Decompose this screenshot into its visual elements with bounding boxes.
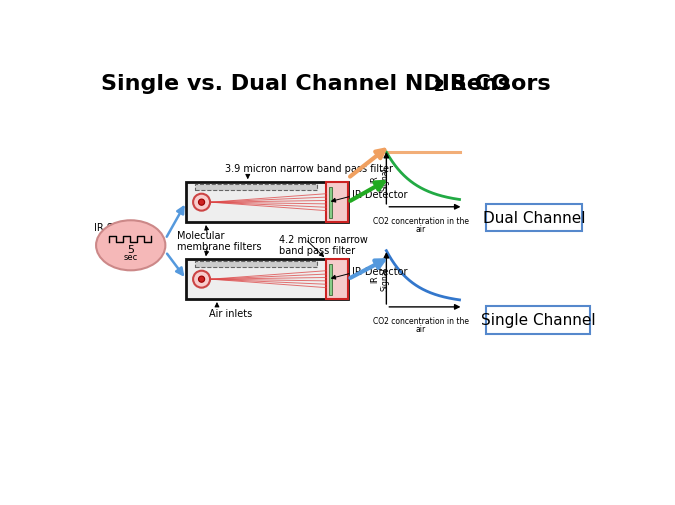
Circle shape bbox=[193, 194, 210, 211]
Text: Single Channel: Single Channel bbox=[481, 313, 595, 328]
Text: IR Detector: IR Detector bbox=[352, 190, 407, 200]
Bar bbox=[326, 260, 348, 299]
Bar bbox=[195, 261, 317, 267]
Bar bbox=[195, 184, 317, 190]
Text: IR Detector: IR Detector bbox=[352, 267, 407, 277]
FancyBboxPatch shape bbox=[487, 307, 590, 334]
Text: IR
Signal: IR Signal bbox=[371, 167, 390, 191]
Bar bbox=[329, 264, 333, 295]
Ellipse shape bbox=[96, 221, 165, 271]
Text: Sensors: Sensors bbox=[443, 74, 550, 93]
Bar bbox=[186, 183, 348, 223]
Text: air: air bbox=[416, 224, 426, 233]
Circle shape bbox=[193, 271, 210, 288]
Bar bbox=[186, 260, 348, 299]
Text: Single vs. Dual Channel NDIR CO: Single vs. Dual Channel NDIR CO bbox=[101, 74, 510, 93]
Text: 5: 5 bbox=[127, 244, 134, 255]
Text: IR
Signal: IR Signal bbox=[371, 267, 390, 291]
Circle shape bbox=[198, 199, 205, 206]
Text: 2: 2 bbox=[433, 79, 444, 94]
FancyBboxPatch shape bbox=[487, 205, 582, 232]
Text: 3.9 micron narrow band pass filter: 3.9 micron narrow band pass filter bbox=[225, 164, 393, 174]
Circle shape bbox=[198, 277, 205, 283]
Text: CO2 concentration in the: CO2 concentration in the bbox=[373, 217, 469, 226]
Text: Dual Channel: Dual Channel bbox=[483, 211, 585, 226]
Text: Molecular
membrane filters: Molecular membrane filters bbox=[177, 230, 261, 252]
Text: IR Source: IR Source bbox=[94, 222, 140, 232]
Text: 4.2 micron narrow
band pass filter: 4.2 micron narrow band pass filter bbox=[279, 234, 367, 256]
Bar bbox=[326, 183, 348, 223]
Text: Air inlets: Air inlets bbox=[209, 309, 252, 319]
Text: CO2 concentration in the: CO2 concentration in the bbox=[373, 317, 469, 326]
Text: air: air bbox=[416, 324, 426, 333]
Text: sec: sec bbox=[124, 252, 138, 261]
Bar bbox=[329, 187, 333, 218]
